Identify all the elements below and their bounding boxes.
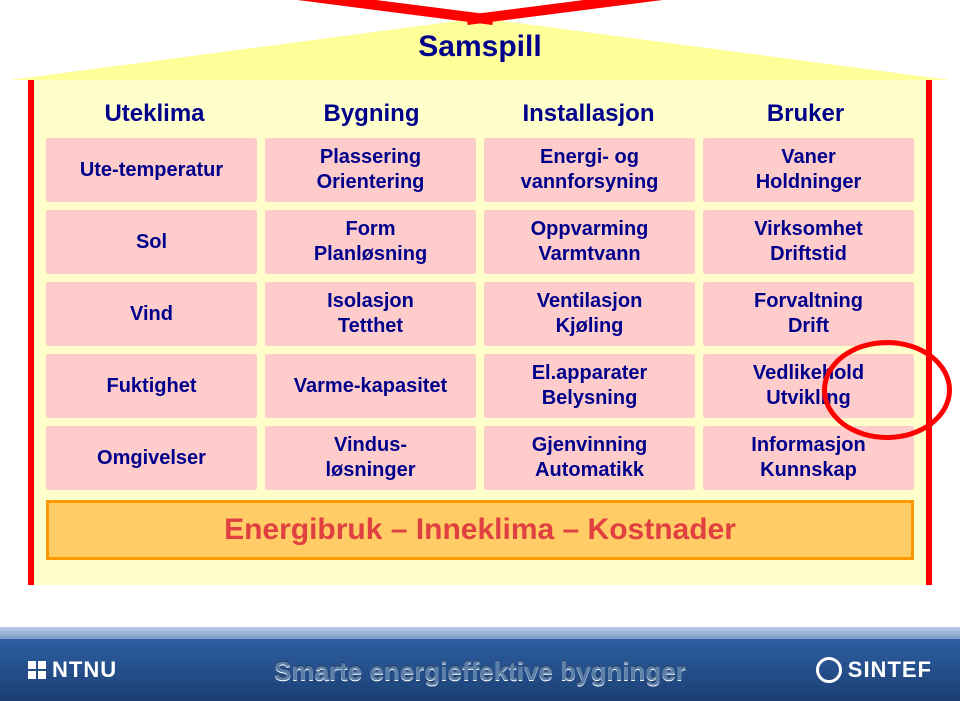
cell-text: Planløsning xyxy=(314,242,427,267)
grid-cell: IsolasjonTetthet xyxy=(265,282,476,346)
grid-cell: Varme-kapasitet xyxy=(265,354,476,418)
grid-cell: OppvarmingVarmtvann xyxy=(484,210,695,274)
cell-text: Ventilasjon xyxy=(537,289,643,314)
cell-text: Orientering xyxy=(317,170,425,195)
cell-text: Isolasjon xyxy=(327,289,414,314)
grid-cell: Omgivelser xyxy=(46,426,257,490)
cell-text: Energi- og xyxy=(540,145,639,170)
logo-sintef: SINTEF xyxy=(816,657,932,683)
sintef-icon xyxy=(816,657,842,683)
cell-text: Virksomhet xyxy=(754,217,863,242)
header-row: Uteklima Bygning Installasjon Bruker xyxy=(46,100,914,128)
cell-text: Vindus- xyxy=(334,433,407,458)
cell-text: Form xyxy=(346,217,396,242)
grid-cell: Energi- ogvannforsyning xyxy=(484,138,695,202)
cell-text: Drift xyxy=(788,314,829,339)
slide-title: Samspill xyxy=(0,30,960,64)
grid-cell: Fuktighet xyxy=(46,354,257,418)
cell-text: Fuktighet xyxy=(107,374,197,399)
grid-cell: FormPlanløsning xyxy=(265,210,476,274)
cell-text: Driftstid xyxy=(770,242,847,267)
grid-cell: ForvaltningDrift xyxy=(703,282,914,346)
grid-cell: Vindus-løsninger xyxy=(265,426,476,490)
grid-cell: VanerHoldninger xyxy=(703,138,914,202)
slide: Samspill Uteklima Bygning Installasjon B… xyxy=(0,0,960,701)
grid-row: OmgivelserVindus-løsningerGjenvinningAut… xyxy=(46,426,914,490)
grid-cell: PlasseringOrientering xyxy=(265,138,476,202)
cell-text: Omgivelser xyxy=(97,446,206,471)
grid-row: Fuktighet Varme-kapasitet El.apparaterBely… xyxy=(46,354,914,418)
grid-cell: Ute-temperatur xyxy=(46,138,257,202)
grid-cell: VentilasjonKjøling xyxy=(484,282,695,346)
house-body: Uteklima Bygning Installasjon Bruker Ute… xyxy=(28,80,932,585)
bottom-band: Smarte energieffektive bygninger NTNU SI… xyxy=(0,623,960,701)
header-installasjon: Installasjon xyxy=(480,100,697,128)
sintef-text: SINTEF xyxy=(848,657,932,683)
cell-text: Forvaltning xyxy=(754,289,863,314)
cell-text: Holdninger xyxy=(756,170,862,195)
footer-bar: Energibruk – Inneklima – Kostnader xyxy=(46,500,914,560)
cell-text: Kunnskap xyxy=(760,458,857,483)
logo-ntnu: NTNU xyxy=(28,657,117,683)
cell-text: Sol xyxy=(136,230,167,255)
cell-text: løsninger xyxy=(325,458,415,483)
grid-row: VindIsolasjonTetthetVentilasjonKjølingFo… xyxy=(46,282,914,346)
cell-text: Belysning xyxy=(542,386,638,411)
cell-text: Varmtvann xyxy=(538,242,640,267)
ntnu-icon xyxy=(28,661,46,679)
cell-text: Gjenvinning xyxy=(532,433,648,458)
grid-cell: Sol xyxy=(46,210,257,274)
header-bygning: Bygning xyxy=(263,100,480,128)
ntnu-text: NTNU xyxy=(52,657,117,683)
grid-row: SolFormPlanløsningOppvarmingVarmtvannVir… xyxy=(46,210,914,274)
cell-text: vannforsyning xyxy=(521,170,659,195)
header-uteklima: Uteklima xyxy=(46,100,263,128)
grid-cell: Vind xyxy=(46,282,257,346)
cell-text: Vind xyxy=(130,302,173,327)
cell-text: Varme-kapasitet xyxy=(294,374,447,399)
grid: Ute-temperaturPlasseringOrienteringEnerg… xyxy=(46,138,914,490)
grid-cell: GjenvinningAutomatikk xyxy=(484,426,695,490)
cell-text: Kjøling xyxy=(556,314,624,339)
cell-text: Plassering xyxy=(320,145,421,170)
cell-text: Utvikling xyxy=(766,386,850,411)
grid-cell: VirksomhetDriftstid xyxy=(703,210,914,274)
cell-text: El.apparater xyxy=(532,361,648,386)
cell-text: Automatikk xyxy=(535,458,644,483)
cell-text: Informasjon xyxy=(751,433,865,458)
cell-text: Ute-temperatur xyxy=(80,158,223,183)
cell-text: Tetthet xyxy=(338,314,403,339)
grid-cell: VedlikeholdUtvikling xyxy=(703,354,914,418)
grid-cell: InformasjonKunnskap xyxy=(703,426,914,490)
grid-cell: El.apparaterBelysning xyxy=(484,354,695,418)
cell-text: Oppvarming xyxy=(531,217,649,242)
cell-text: Vaner xyxy=(781,145,835,170)
grid-row: Ute-temperaturPlasseringOrienteringEnerg… xyxy=(46,138,914,202)
cell-text: Vedlikehold xyxy=(753,361,864,386)
header-bruker: Bruker xyxy=(697,100,914,128)
